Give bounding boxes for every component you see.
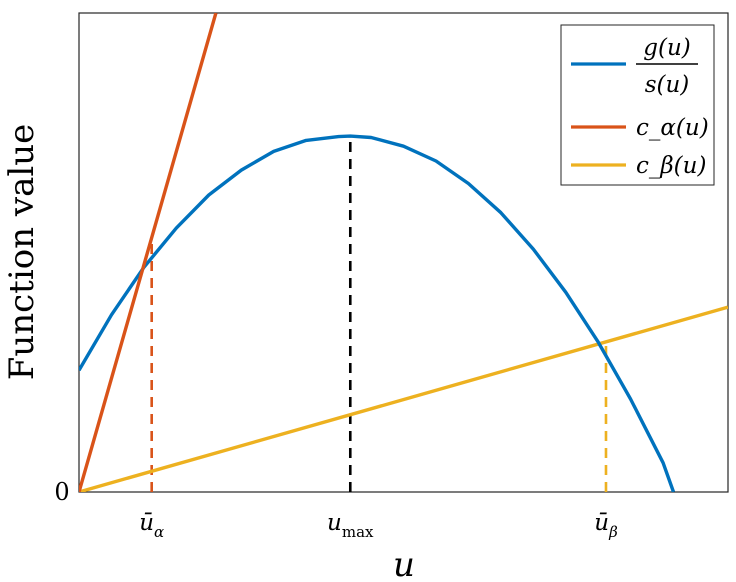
legend-numerator: g(u) xyxy=(643,35,690,61)
x-tick-label: ūα xyxy=(139,510,164,541)
x-tick-label: ūβ xyxy=(594,510,618,541)
x-axis-label: u xyxy=(393,545,415,582)
legend: g(u) s(u) c_α(u) c_β(u) xyxy=(560,24,715,186)
series-g-over-s xyxy=(79,134,676,492)
series-c-alpha xyxy=(79,13,218,492)
x-tick-label: umax xyxy=(327,510,374,541)
legend-label-c-alpha: c_α(u) xyxy=(636,115,709,141)
reference-lines xyxy=(150,136,608,492)
legend-label-c-beta: c_β(u) xyxy=(636,153,706,179)
x-tick-labels: ūα umax ūβ xyxy=(139,510,618,541)
y-axis-label: Function value xyxy=(2,124,42,381)
legend-box xyxy=(560,24,715,186)
series-lines xyxy=(79,13,728,492)
y-tick-label-zero: 0 xyxy=(54,478,69,506)
legend-denominator: s(u) xyxy=(645,72,690,98)
series-c-beta xyxy=(79,305,728,492)
